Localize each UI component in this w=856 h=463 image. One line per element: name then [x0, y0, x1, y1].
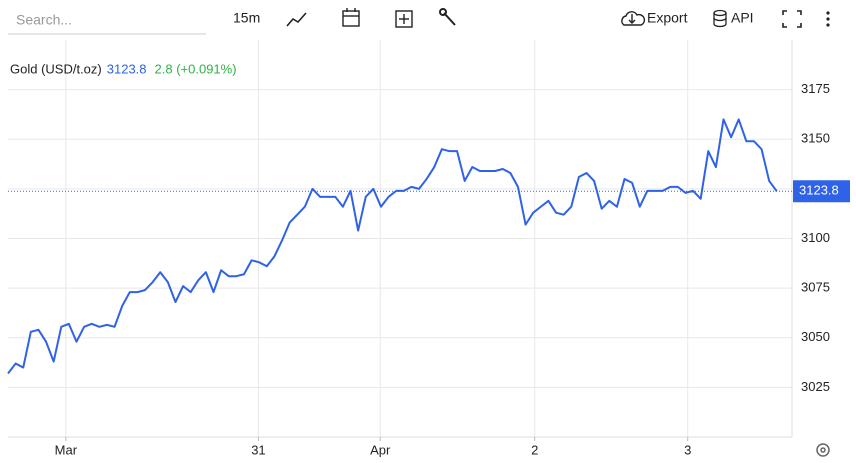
last-price-badge [793, 180, 850, 203]
export-icon[interactable] [621, 11, 646, 26]
legend-change: 2.8 (+0.091%) [155, 61, 237, 76]
legend-last-value: 3123.8 [107, 61, 147, 76]
y-tick-label: 3100 [801, 230, 830, 245]
x-tick-label: 2 [531, 442, 538, 457]
fullscreen-icon[interactable] [782, 10, 802, 28]
y-tick-label: 3050 [801, 329, 830, 344]
y-tick-label: 3075 [801, 280, 830, 295]
x-tick-label: 31 [251, 442, 265, 457]
y-tick-label: 3175 [801, 81, 830, 96]
export-button[interactable]: Export [647, 10, 688, 26]
calendar-icon[interactable] [342, 8, 360, 27]
search-placeholder: Search... [16, 12, 72, 28]
chart-settings-icon[interactable] [816, 443, 830, 457]
x-tick-label: Apr [370, 442, 391, 457]
interval-button[interactable]: 15m [233, 10, 260, 26]
settings-wrench-icon[interactable] [439, 8, 456, 26]
search-box[interactable] [8, 8, 206, 34]
chart-type-icon[interactable] [286, 12, 307, 27]
y-tick-label: 3150 [801, 131, 830, 146]
x-tick-label: Mar [55, 442, 78, 457]
add-indicator-icon[interactable] [395, 10, 413, 28]
more-menu-icon[interactable] [826, 11, 830, 27]
legend-title: Gold (USD/t.oz) [10, 61, 102, 76]
x-tick-label: 3 [684, 442, 691, 457]
last-price-label: 3123.8 [799, 183, 839, 198]
api-button[interactable]: API [731, 10, 754, 26]
price-line [7, 118, 778, 375]
y-tick-label: 3025 [801, 379, 830, 394]
api-icon[interactable] [713, 9, 727, 28]
